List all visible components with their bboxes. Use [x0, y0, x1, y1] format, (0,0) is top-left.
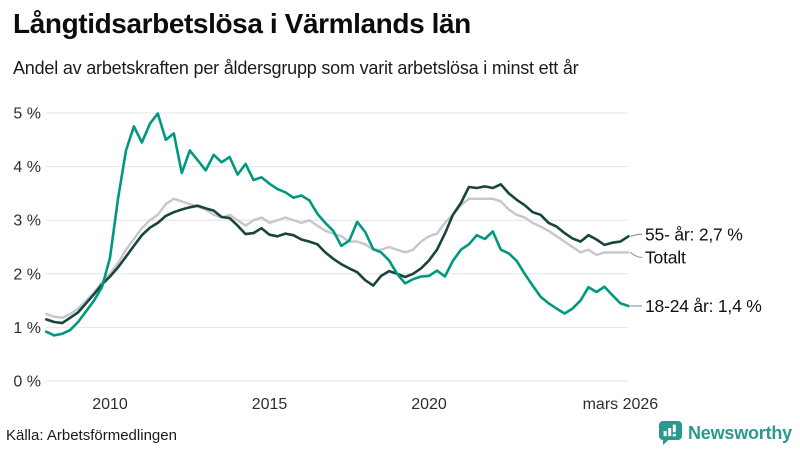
x-axis-tick-label: 2010	[92, 396, 128, 413]
logo-bar-short	[663, 431, 667, 437]
label-connector	[629, 251, 643, 258]
logo-exclamation-dot	[672, 433, 676, 437]
series-line-totalt	[45, 197, 630, 319]
series-line-55-r	[44, 183, 630, 325]
label-connector	[630, 233, 643, 237]
series-end-label-totalt: Totalt	[645, 247, 686, 267]
newsworthy-logo-icon	[658, 421, 682, 445]
logo-bar-tall	[668, 428, 672, 437]
series-end-label-55-r: 55- år: 2,7 %	[645, 224, 743, 244]
x-axis-tick-label: 2015	[252, 396, 288, 413]
newsworthy-wordmark: Newsworthy	[687, 422, 792, 443]
chart-subtitle: Andel av arbetskraften per åldersgrupp s…	[13, 58, 579, 78]
series-end-label-18-24-r: 18-24 år: 1,4 %	[645, 296, 762, 316]
source-note: Källa: Arbetsförmedlingen	[6, 427, 177, 444]
series-line-18-24-r	[44, 112, 630, 337]
x-axis-tick-label: mars 2026	[583, 396, 659, 413]
y-axis-tick-label: 3 %	[13, 213, 41, 230]
y-axis-tick-label: 4 %	[13, 159, 41, 176]
y-axis-tick-label: 1 %	[13, 320, 41, 337]
x-axis-tick-label: 2020	[411, 396, 447, 413]
y-axis-tick-label: 5 %	[13, 106, 41, 123]
y-axis-tick-label: 0 %	[13, 374, 41, 391]
logo-exclamation-bar	[672, 424, 676, 433]
newsworthy-logo: Newsworthy	[658, 421, 792, 445]
chart-title: Långtidsarbetslösa i Värmlands län	[13, 8, 471, 39]
y-axis-tick-label: 2 %	[13, 266, 41, 283]
